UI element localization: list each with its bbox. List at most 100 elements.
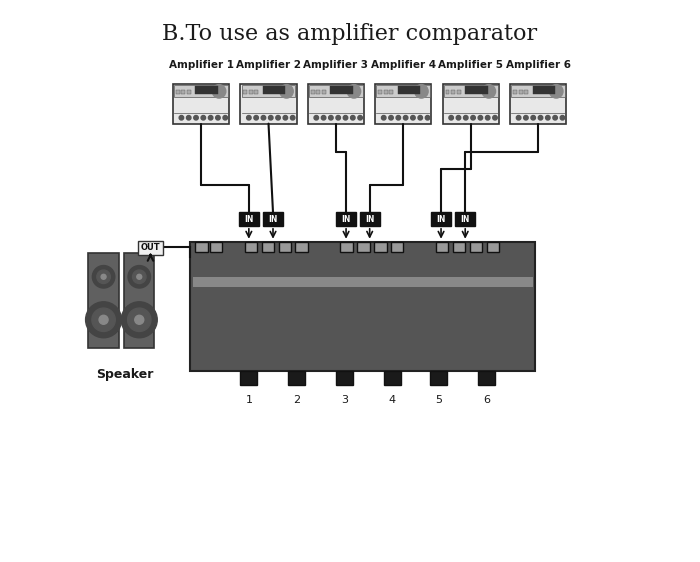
Bar	[436, 242, 449, 252]
Text: 6: 6	[483, 395, 490, 405]
Bar	[360, 212, 380, 226]
Bar	[248, 89, 253, 93]
Bar	[209, 242, 222, 252]
Bar	[478, 371, 495, 385]
Circle shape	[411, 116, 415, 120]
Bar	[511, 85, 565, 97]
Circle shape	[382, 116, 386, 120]
Bar	[193, 277, 533, 287]
Bar	[452, 89, 455, 93]
Bar	[262, 242, 274, 252]
Circle shape	[449, 116, 454, 120]
Bar	[316, 89, 320, 93]
Circle shape	[92, 265, 115, 288]
Bar	[309, 85, 363, 97]
Circle shape	[482, 84, 496, 98]
Bar	[519, 89, 522, 93]
Bar	[174, 85, 228, 97]
Text: IN: IN	[342, 215, 351, 224]
Circle shape	[321, 116, 326, 120]
Bar	[195, 86, 218, 94]
Text: Amplifier 1: Amplifier 1	[169, 60, 234, 70]
Text: IN: IN	[365, 215, 374, 224]
Bar	[322, 89, 326, 93]
Circle shape	[246, 116, 251, 120]
Circle shape	[414, 84, 428, 98]
Text: 3: 3	[341, 395, 348, 405]
Bar	[384, 371, 400, 385]
Bar	[453, 242, 466, 252]
Circle shape	[560, 116, 565, 120]
Text: 2: 2	[293, 395, 300, 405]
Bar	[240, 371, 258, 385]
Bar	[457, 89, 461, 93]
Bar	[263, 86, 286, 94]
Text: IN: IN	[268, 215, 278, 224]
Circle shape	[121, 302, 158, 338]
Text: Amplifier 6: Amplifier 6	[506, 60, 570, 70]
Circle shape	[201, 116, 206, 120]
Circle shape	[418, 116, 423, 120]
Circle shape	[101, 274, 106, 279]
Bar	[391, 242, 403, 252]
Text: IN: IN	[461, 215, 470, 224]
Bar	[255, 89, 258, 93]
Circle shape	[186, 116, 191, 120]
Bar	[88, 253, 119, 348]
Circle shape	[136, 274, 141, 279]
Text: 4: 4	[389, 395, 396, 405]
Bar	[279, 242, 291, 252]
Circle shape	[336, 116, 340, 120]
Circle shape	[92, 308, 116, 332]
Bar	[187, 89, 191, 93]
Bar	[311, 89, 314, 93]
Circle shape	[485, 116, 490, 120]
Circle shape	[179, 116, 183, 120]
Circle shape	[314, 116, 318, 120]
Bar	[241, 85, 295, 97]
Circle shape	[280, 84, 293, 98]
Bar	[510, 84, 566, 124]
Bar	[288, 371, 305, 385]
Circle shape	[403, 116, 408, 120]
Circle shape	[471, 116, 475, 120]
Circle shape	[212, 84, 226, 98]
Text: Amplifier 3: Amplifier 3	[304, 60, 368, 70]
Circle shape	[97, 270, 111, 283]
Bar	[295, 242, 308, 252]
Circle shape	[493, 116, 497, 120]
Text: 1: 1	[245, 395, 252, 405]
Bar	[190, 242, 536, 371]
Bar	[430, 371, 447, 385]
Text: OUT: OUT	[141, 243, 160, 252]
Bar	[243, 89, 247, 93]
Text: Speaker: Speaker	[97, 368, 154, 381]
Circle shape	[194, 116, 198, 120]
Bar	[308, 84, 364, 124]
Bar	[240, 84, 297, 124]
Bar	[389, 89, 393, 93]
Bar	[124, 253, 155, 348]
Text: Amplifier 4: Amplifier 4	[371, 60, 436, 70]
Bar	[374, 242, 386, 252]
Bar	[470, 242, 482, 252]
Bar	[173, 84, 229, 124]
Bar	[138, 241, 163, 255]
Bar	[466, 86, 488, 94]
Circle shape	[261, 116, 266, 120]
Bar	[486, 242, 499, 252]
Text: B.To use as amplifier comparator: B.To use as amplifier comparator	[162, 22, 538, 45]
Circle shape	[254, 116, 258, 120]
Bar	[330, 86, 353, 94]
Bar	[533, 86, 555, 94]
Circle shape	[347, 84, 360, 98]
Bar	[444, 85, 498, 97]
Bar	[263, 212, 283, 226]
Bar	[239, 212, 259, 226]
Bar	[384, 89, 388, 93]
Text: IN: IN	[436, 215, 446, 224]
Circle shape	[128, 265, 150, 288]
Circle shape	[328, 116, 333, 120]
Circle shape	[463, 116, 468, 120]
Circle shape	[135, 315, 143, 324]
